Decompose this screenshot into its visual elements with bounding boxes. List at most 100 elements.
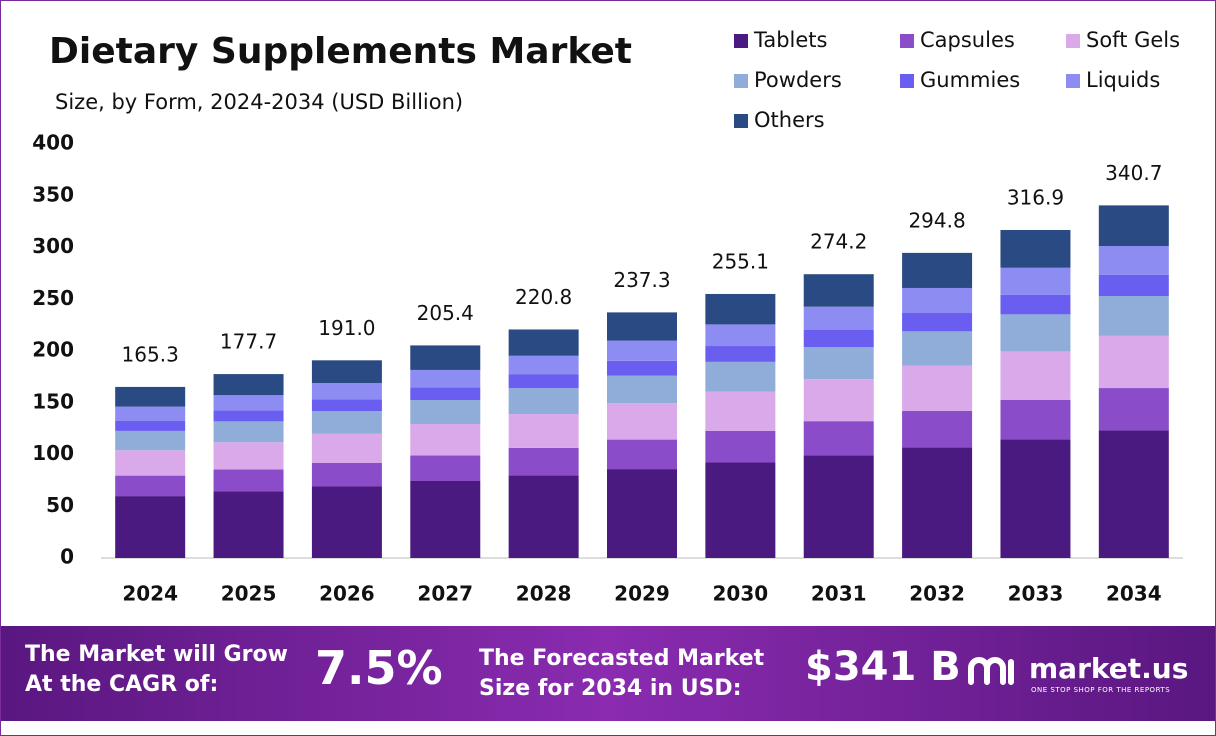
y-tick-label: 400 xyxy=(32,131,74,155)
bar-segment xyxy=(607,403,677,440)
bar-segment xyxy=(1098,274,1169,297)
bar-segment xyxy=(115,430,186,451)
bar-segment xyxy=(1000,351,1071,400)
bar-segment xyxy=(311,360,382,383)
bar-segment xyxy=(1000,230,1071,268)
bar-segment xyxy=(705,324,776,347)
total-label: 165.3 xyxy=(122,342,179,366)
x-tick-label: 2034 xyxy=(1106,582,1162,606)
bar-segment xyxy=(1000,314,1071,352)
legend-swatch xyxy=(734,34,748,48)
total-label: 191.0 xyxy=(318,316,375,340)
line: The Forecasted Market xyxy=(479,646,765,671)
bar-segment xyxy=(705,361,776,392)
bar-segment xyxy=(1098,335,1169,389)
x-tick-label: 2025 xyxy=(221,582,277,606)
x-tick-label: 2029 xyxy=(614,582,670,606)
bar-segment xyxy=(803,274,874,307)
bar-segment xyxy=(508,447,579,476)
bar-segment xyxy=(213,395,284,411)
y-tick-label: 350 xyxy=(32,182,74,206)
bar-segment xyxy=(311,486,382,558)
cagr-value: 7.5% xyxy=(315,641,443,695)
total-label: 255.1 xyxy=(712,249,769,273)
bar-segment xyxy=(213,491,284,558)
bar-segment xyxy=(1098,246,1169,275)
x-tick-label: 2027 xyxy=(417,582,473,606)
bar-segment xyxy=(1000,267,1071,295)
chart-title: Dietary Supplements Market xyxy=(49,31,632,72)
bar-segment xyxy=(311,411,382,434)
total-label: 294.8 xyxy=(908,208,965,232)
bar-segment xyxy=(115,386,186,407)
bar-segment xyxy=(1098,205,1169,247)
bar-segment xyxy=(115,475,186,497)
bar-segment xyxy=(115,406,186,421)
bar-segment xyxy=(115,420,186,431)
legend-label: Capsules xyxy=(920,28,1015,52)
bar-segment xyxy=(803,455,874,558)
bar-segment xyxy=(1098,388,1169,431)
cagr-text: The Market will Grow At the CAGR of: xyxy=(25,640,288,700)
legend-swatch xyxy=(900,74,914,88)
bar-segment xyxy=(902,313,973,332)
line: The Market will Grow xyxy=(25,642,288,667)
bar-segment xyxy=(410,345,481,370)
bar-segment xyxy=(607,312,677,341)
bar-segment xyxy=(607,469,677,558)
bar-segment xyxy=(803,347,874,380)
bar-segment xyxy=(902,365,973,411)
bar-segment xyxy=(705,346,776,362)
bar-segment xyxy=(410,424,481,456)
bar-segment xyxy=(410,455,481,481)
y-tick-label: 50 xyxy=(46,493,74,517)
total-label: 316.9 xyxy=(1007,186,1064,210)
total-label: 274.2 xyxy=(810,230,867,254)
legend-swatch xyxy=(734,114,748,128)
bar-segment xyxy=(803,329,874,348)
bar-segment xyxy=(607,439,677,470)
bar-segment xyxy=(508,329,579,356)
legend-label: Tablets xyxy=(753,28,827,52)
bar-segment xyxy=(311,433,382,463)
bar-segment xyxy=(410,480,481,558)
total-label: 220.8 xyxy=(515,285,572,309)
bar-segment xyxy=(902,331,973,366)
y-tick-label: 0 xyxy=(60,545,74,569)
bar-segment xyxy=(213,469,284,492)
y-tick-label: 150 xyxy=(32,389,74,413)
legend-swatch xyxy=(900,34,914,48)
legend-label: Soft Gels xyxy=(1086,28,1180,52)
bar-segment xyxy=(311,382,382,400)
bar-segment xyxy=(803,421,874,456)
line: At the CAGR of: xyxy=(25,672,219,697)
bar-segment xyxy=(508,374,579,389)
forecast-text: The Forecasted Market Size for 2034 in U… xyxy=(479,644,764,704)
bar-segment xyxy=(803,306,874,330)
bar-segment xyxy=(902,252,973,288)
bar-segment xyxy=(1098,430,1169,558)
x-tick-label: 2026 xyxy=(319,582,375,606)
bar-segment xyxy=(705,430,776,463)
bar-segment xyxy=(508,355,579,375)
bar-segment xyxy=(508,414,579,448)
bar-segment xyxy=(410,400,481,425)
legend-label: Gummies xyxy=(920,68,1020,92)
bar-segment xyxy=(607,360,677,376)
bar-segment xyxy=(705,293,776,325)
bar-segment xyxy=(115,496,186,558)
x-tick-label: 2032 xyxy=(909,582,965,606)
legend-label: Others xyxy=(754,108,825,132)
legend-swatch xyxy=(1066,34,1080,48)
y-tick-label: 300 xyxy=(32,234,74,258)
bar-segment xyxy=(311,462,382,487)
bar-segment xyxy=(115,450,186,476)
y-tick-label: 250 xyxy=(32,286,74,310)
brand: market.us xyxy=(1029,652,1189,685)
bar-segment xyxy=(410,369,481,388)
bar-segment xyxy=(1000,399,1071,440)
y-tick-label: 200 xyxy=(32,338,74,362)
bar-segment xyxy=(1000,294,1071,315)
total-label: 237.3 xyxy=(613,268,670,292)
